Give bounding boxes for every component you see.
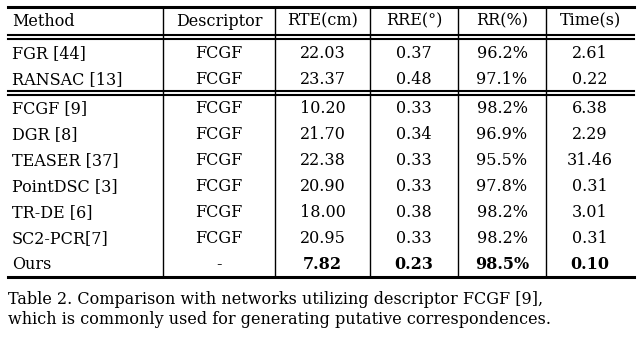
Text: RTE(cm): RTE(cm) bbox=[287, 13, 358, 30]
Text: FCGF: FCGF bbox=[195, 204, 243, 221]
Text: 2.61: 2.61 bbox=[572, 45, 608, 62]
Text: 31.46: 31.46 bbox=[567, 152, 613, 169]
Text: 0.33: 0.33 bbox=[396, 152, 432, 169]
Text: 98.2%: 98.2% bbox=[477, 204, 527, 221]
Text: 2.29: 2.29 bbox=[572, 126, 608, 143]
Text: FCGF: FCGF bbox=[195, 152, 243, 169]
Text: Table 2. Comparison with networks utilizing descriptor FCGF [9],: Table 2. Comparison with networks utiliz… bbox=[8, 291, 543, 308]
Text: which is commonly used for generating putative correspondences.: which is commonly used for generating pu… bbox=[8, 310, 551, 327]
Text: 0.33: 0.33 bbox=[396, 230, 432, 247]
Text: 0.33: 0.33 bbox=[396, 178, 432, 195]
Text: 98.5%: 98.5% bbox=[475, 256, 529, 273]
Text: 7.82: 7.82 bbox=[303, 256, 342, 273]
Text: 0.38: 0.38 bbox=[396, 204, 432, 221]
Text: 0.37: 0.37 bbox=[396, 45, 432, 62]
Text: 96.2%: 96.2% bbox=[477, 45, 527, 62]
Text: Method: Method bbox=[12, 13, 75, 30]
Text: 0.34: 0.34 bbox=[396, 126, 432, 143]
Text: FCGF: FCGF bbox=[195, 178, 243, 195]
Text: -: - bbox=[216, 256, 221, 273]
Text: 18.00: 18.00 bbox=[300, 204, 346, 221]
Text: 98.2%: 98.2% bbox=[477, 230, 527, 247]
Text: DGR [8]: DGR [8] bbox=[12, 126, 77, 143]
Text: Time(s): Time(s) bbox=[559, 13, 621, 30]
Text: RRE(°): RRE(°) bbox=[386, 13, 442, 30]
Text: FCGF: FCGF bbox=[195, 126, 243, 143]
Text: Ours: Ours bbox=[12, 256, 51, 273]
Text: 21.70: 21.70 bbox=[300, 126, 346, 143]
Text: FCGF: FCGF bbox=[195, 45, 243, 62]
Text: FCGF: FCGF bbox=[195, 71, 243, 88]
Text: 10.20: 10.20 bbox=[300, 100, 346, 117]
Text: 3.01: 3.01 bbox=[572, 204, 608, 221]
Text: 0.48: 0.48 bbox=[396, 71, 432, 88]
Text: 95.5%: 95.5% bbox=[476, 152, 527, 169]
Text: 97.1%: 97.1% bbox=[476, 71, 527, 88]
Text: TR-DE [6]: TR-DE [6] bbox=[12, 204, 93, 221]
Text: 22.03: 22.03 bbox=[300, 45, 346, 62]
Text: 0.22: 0.22 bbox=[572, 71, 608, 88]
Text: FGR [44]: FGR [44] bbox=[12, 45, 86, 62]
Text: 0.31: 0.31 bbox=[572, 178, 608, 195]
Text: RR(%): RR(%) bbox=[476, 13, 528, 30]
Text: 97.8%: 97.8% bbox=[476, 178, 527, 195]
Text: 0.23: 0.23 bbox=[395, 256, 433, 273]
Text: 0.33: 0.33 bbox=[396, 100, 432, 117]
Text: TEASER [37]: TEASER [37] bbox=[12, 152, 118, 169]
Text: FCGF [9]: FCGF [9] bbox=[12, 100, 87, 117]
Text: PointDSC [3]: PointDSC [3] bbox=[12, 178, 118, 195]
Text: RANSAC [13]: RANSAC [13] bbox=[12, 71, 122, 88]
Text: Descriptor: Descriptor bbox=[176, 13, 262, 30]
Text: 0.31: 0.31 bbox=[572, 230, 608, 247]
Text: 20.95: 20.95 bbox=[300, 230, 346, 247]
Text: SC2-PCR[7]: SC2-PCR[7] bbox=[12, 230, 109, 247]
Text: 98.2%: 98.2% bbox=[477, 100, 527, 117]
Text: 20.90: 20.90 bbox=[300, 178, 346, 195]
Text: FCGF: FCGF bbox=[195, 100, 243, 117]
Text: 6.38: 6.38 bbox=[572, 100, 608, 117]
Text: 23.37: 23.37 bbox=[300, 71, 346, 88]
Text: 22.38: 22.38 bbox=[300, 152, 346, 169]
Text: 0.10: 0.10 bbox=[570, 256, 609, 273]
Text: 96.9%: 96.9% bbox=[476, 126, 527, 143]
Text: FCGF: FCGF bbox=[195, 230, 243, 247]
